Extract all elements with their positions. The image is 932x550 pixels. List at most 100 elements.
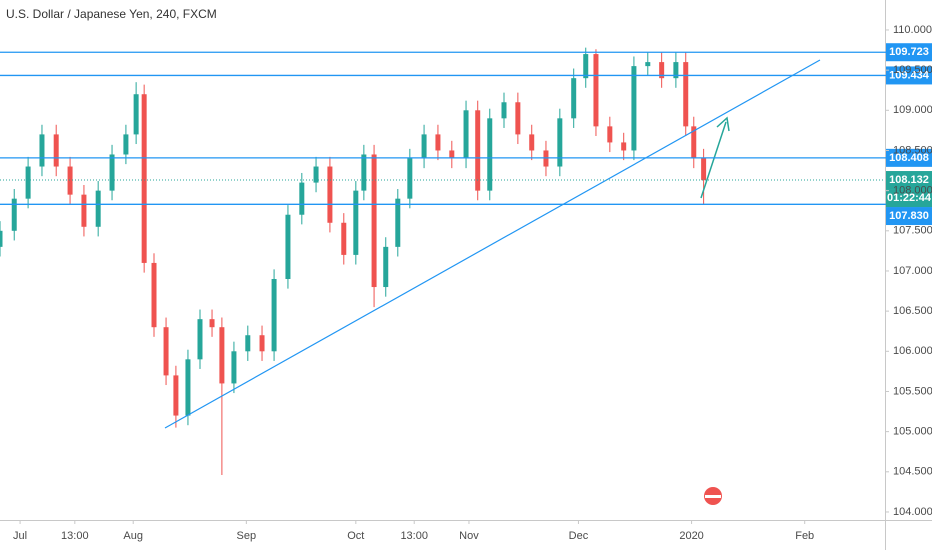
arrow-shaft — [700, 121, 727, 199]
candle-body — [463, 110, 469, 159]
x-tick-label: 2020 — [679, 530, 703, 542]
level-label-box — [886, 43, 932, 62]
candle-body — [123, 134, 129, 155]
candle-body — [659, 62, 665, 79]
candles — [0, 47, 707, 476]
candle-body — [435, 134, 441, 151]
candle-body — [621, 142, 627, 151]
candle-body — [371, 154, 377, 288]
x-tick-label: Jul — [13, 530, 27, 542]
candle-body — [361, 154, 367, 191]
candle-body — [421, 134, 427, 159]
y-tick-label: 107.500 — [893, 225, 932, 237]
x-tick-label: Nov — [459, 530, 479, 542]
logo-stripe — [705, 495, 721, 498]
candle-body — [353, 190, 359, 255]
y-tick-label: 108.500 — [893, 144, 932, 156]
candle-body — [475, 110, 481, 191]
candle-body — [285, 214, 291, 279]
candle-body — [81, 194, 87, 227]
level-label: 107.830 — [889, 210, 929, 222]
level-label: 109.723 — [889, 46, 929, 58]
y-tick-label: 108.000 — [893, 185, 932, 197]
candle-body — [0, 230, 3, 247]
candle-body — [219, 327, 225, 384]
candle-body — [163, 327, 169, 376]
logo — [704, 487, 722, 505]
candle-body — [245, 335, 251, 352]
x-tick-label: Oct — [347, 530, 364, 542]
candle-body — [529, 134, 535, 151]
y-tick-label: 104.500 — [893, 466, 932, 478]
candle-body — [231, 351, 237, 384]
level-label-box — [886, 148, 932, 167]
candle-body — [487, 118, 493, 191]
candle-body — [271, 278, 277, 352]
y-tick-label: 109.000 — [893, 104, 932, 116]
candle-body — [583, 54, 589, 79]
candle-body — [501, 102, 507, 119]
candle-body — [691, 126, 697, 159]
candle-body — [515, 102, 521, 135]
overlay: 109.723 109.434 108.408 107.830 108.132 01:22… — [0, 43, 932, 226]
candle-body — [341, 222, 347, 255]
y-tick-label: 109.500 — [893, 64, 932, 76]
candle-body — [39, 134, 45, 167]
y-tick-label: 104.000 — [893, 506, 932, 518]
candle-body — [395, 198, 401, 247]
candle-body — [571, 78, 577, 119]
candle-body — [631, 66, 637, 151]
chart-title: U.S. Dollar / Japanese Yen, 240, FXCM — [6, 7, 217, 21]
y-tick-label: 105.000 — [893, 426, 932, 438]
candle-body — [25, 166, 31, 199]
trend-line — [164, 59, 821, 429]
y-tick-label: 107.000 — [893, 265, 932, 277]
candle-body — [449, 150, 455, 159]
candle-body — [313, 166, 319, 183]
candle-body — [95, 190, 101, 227]
current-price-box — [886, 171, 932, 190]
x-tick-label: Aug — [123, 530, 143, 542]
candle-body — [141, 94, 147, 263]
candle-body — [67, 166, 73, 195]
y-tick-label: 106.000 — [893, 345, 932, 357]
candle-body — [197, 319, 203, 360]
x-tick-label: 13:00 — [61, 530, 89, 542]
candle-body — [209, 319, 215, 328]
candle-body — [683, 62, 689, 127]
level-label-box — [886, 66, 932, 85]
candle-body — [407, 158, 413, 199]
x-tick-label: Dec — [569, 530, 589, 542]
candle-body — [259, 335, 265, 352]
candle-body — [11, 198, 17, 231]
countdown-label: 01:22:44 — [887, 192, 932, 204]
candle-body — [593, 54, 599, 127]
candle-body — [185, 359, 191, 416]
current-price-label: 108.132 — [889, 174, 929, 186]
x-tick-label: 13:00 — [400, 530, 428, 542]
candle-body — [327, 166, 333, 223]
x-tick-label: Feb — [795, 530, 814, 542]
x-tick-label: Sep — [237, 530, 257, 542]
y-tick-label: 105.500 — [893, 385, 932, 397]
candle-body — [151, 262, 157, 328]
candle-body — [109, 154, 115, 191]
level-label: 109.434 — [889, 69, 930, 81]
candle-body — [299, 182, 305, 215]
candle-body — [557, 118, 563, 167]
candle-body — [673, 62, 679, 79]
level-label-box — [886, 207, 932, 226]
candle-body — [701, 158, 707, 181]
candle-body — [383, 246, 389, 288]
level-label: 108.408 — [889, 152, 929, 164]
y-tick-label: 106.500 — [893, 305, 932, 317]
candle-body — [607, 126, 613, 143]
candle-body — [645, 62, 651, 67]
y-tick-label: 110.000 — [893, 24, 932, 36]
arrow-head — [716, 116, 730, 132]
candle-body — [53, 134, 59, 167]
countdown-box — [886, 189, 932, 208]
candle-body — [173, 375, 179, 416]
